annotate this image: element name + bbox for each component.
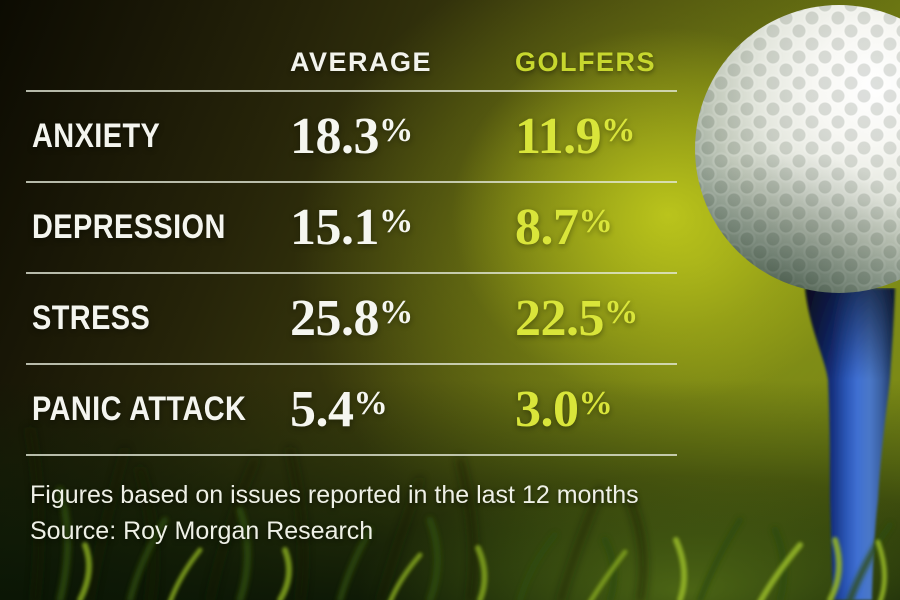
row-label-text: STRESS [32, 299, 151, 337]
footer-note: Figures based on issues reported in the … [30, 481, 639, 509]
column-header-average: AVERAGE [290, 46, 433, 77]
value-golfers: 22.5% [515, 289, 639, 347]
table-row-stress: STRESS 25.8% 22.5% [26, 272, 677, 363]
value-golfers: 8.7% [515, 198, 613, 256]
row-label: PANIC ATTACK [26, 390, 290, 429]
row-label-text: DEPRESSION [32, 208, 226, 246]
footer-source: Source: Roy Morgan Research [30, 517, 374, 545]
value-average: 15.1% [290, 198, 414, 256]
footer-notes: Figures based on issues reported in the … [30, 477, 639, 549]
golf-tee-image [805, 288, 895, 600]
column-header-golfers: GOLFERS [515, 46, 657, 77]
value-average: 25.8% [290, 289, 414, 347]
value-average: 5.4% [290, 380, 388, 438]
row-label: ANXIETY [26, 117, 290, 156]
table-row-panic-attack: PANIC ATTACK 5.4% 3.0% [26, 363, 677, 456]
table-row-depression: DEPRESSION 15.1% 8.7% [26, 181, 677, 272]
value-average: 18.3% [290, 107, 414, 165]
row-label: DEPRESSION [26, 208, 290, 247]
grass-blades-image [27, 427, 893, 600]
stats-table: AVERAGE GOLFERS ANXIETY 18.3% 11.9% DEPR… [26, 34, 677, 456]
value-golfers: 11.9% [515, 107, 636, 165]
table-row-anxiety: ANXIETY 18.3% 11.9% [26, 90, 677, 181]
row-label: STRESS [26, 299, 290, 338]
row-label-text: PANIC ATTACK [32, 390, 247, 428]
value-golfers: 3.0% [515, 380, 613, 438]
table-header-row: AVERAGE GOLFERS [26, 34, 677, 90]
row-label-text: ANXIETY [32, 117, 161, 155]
